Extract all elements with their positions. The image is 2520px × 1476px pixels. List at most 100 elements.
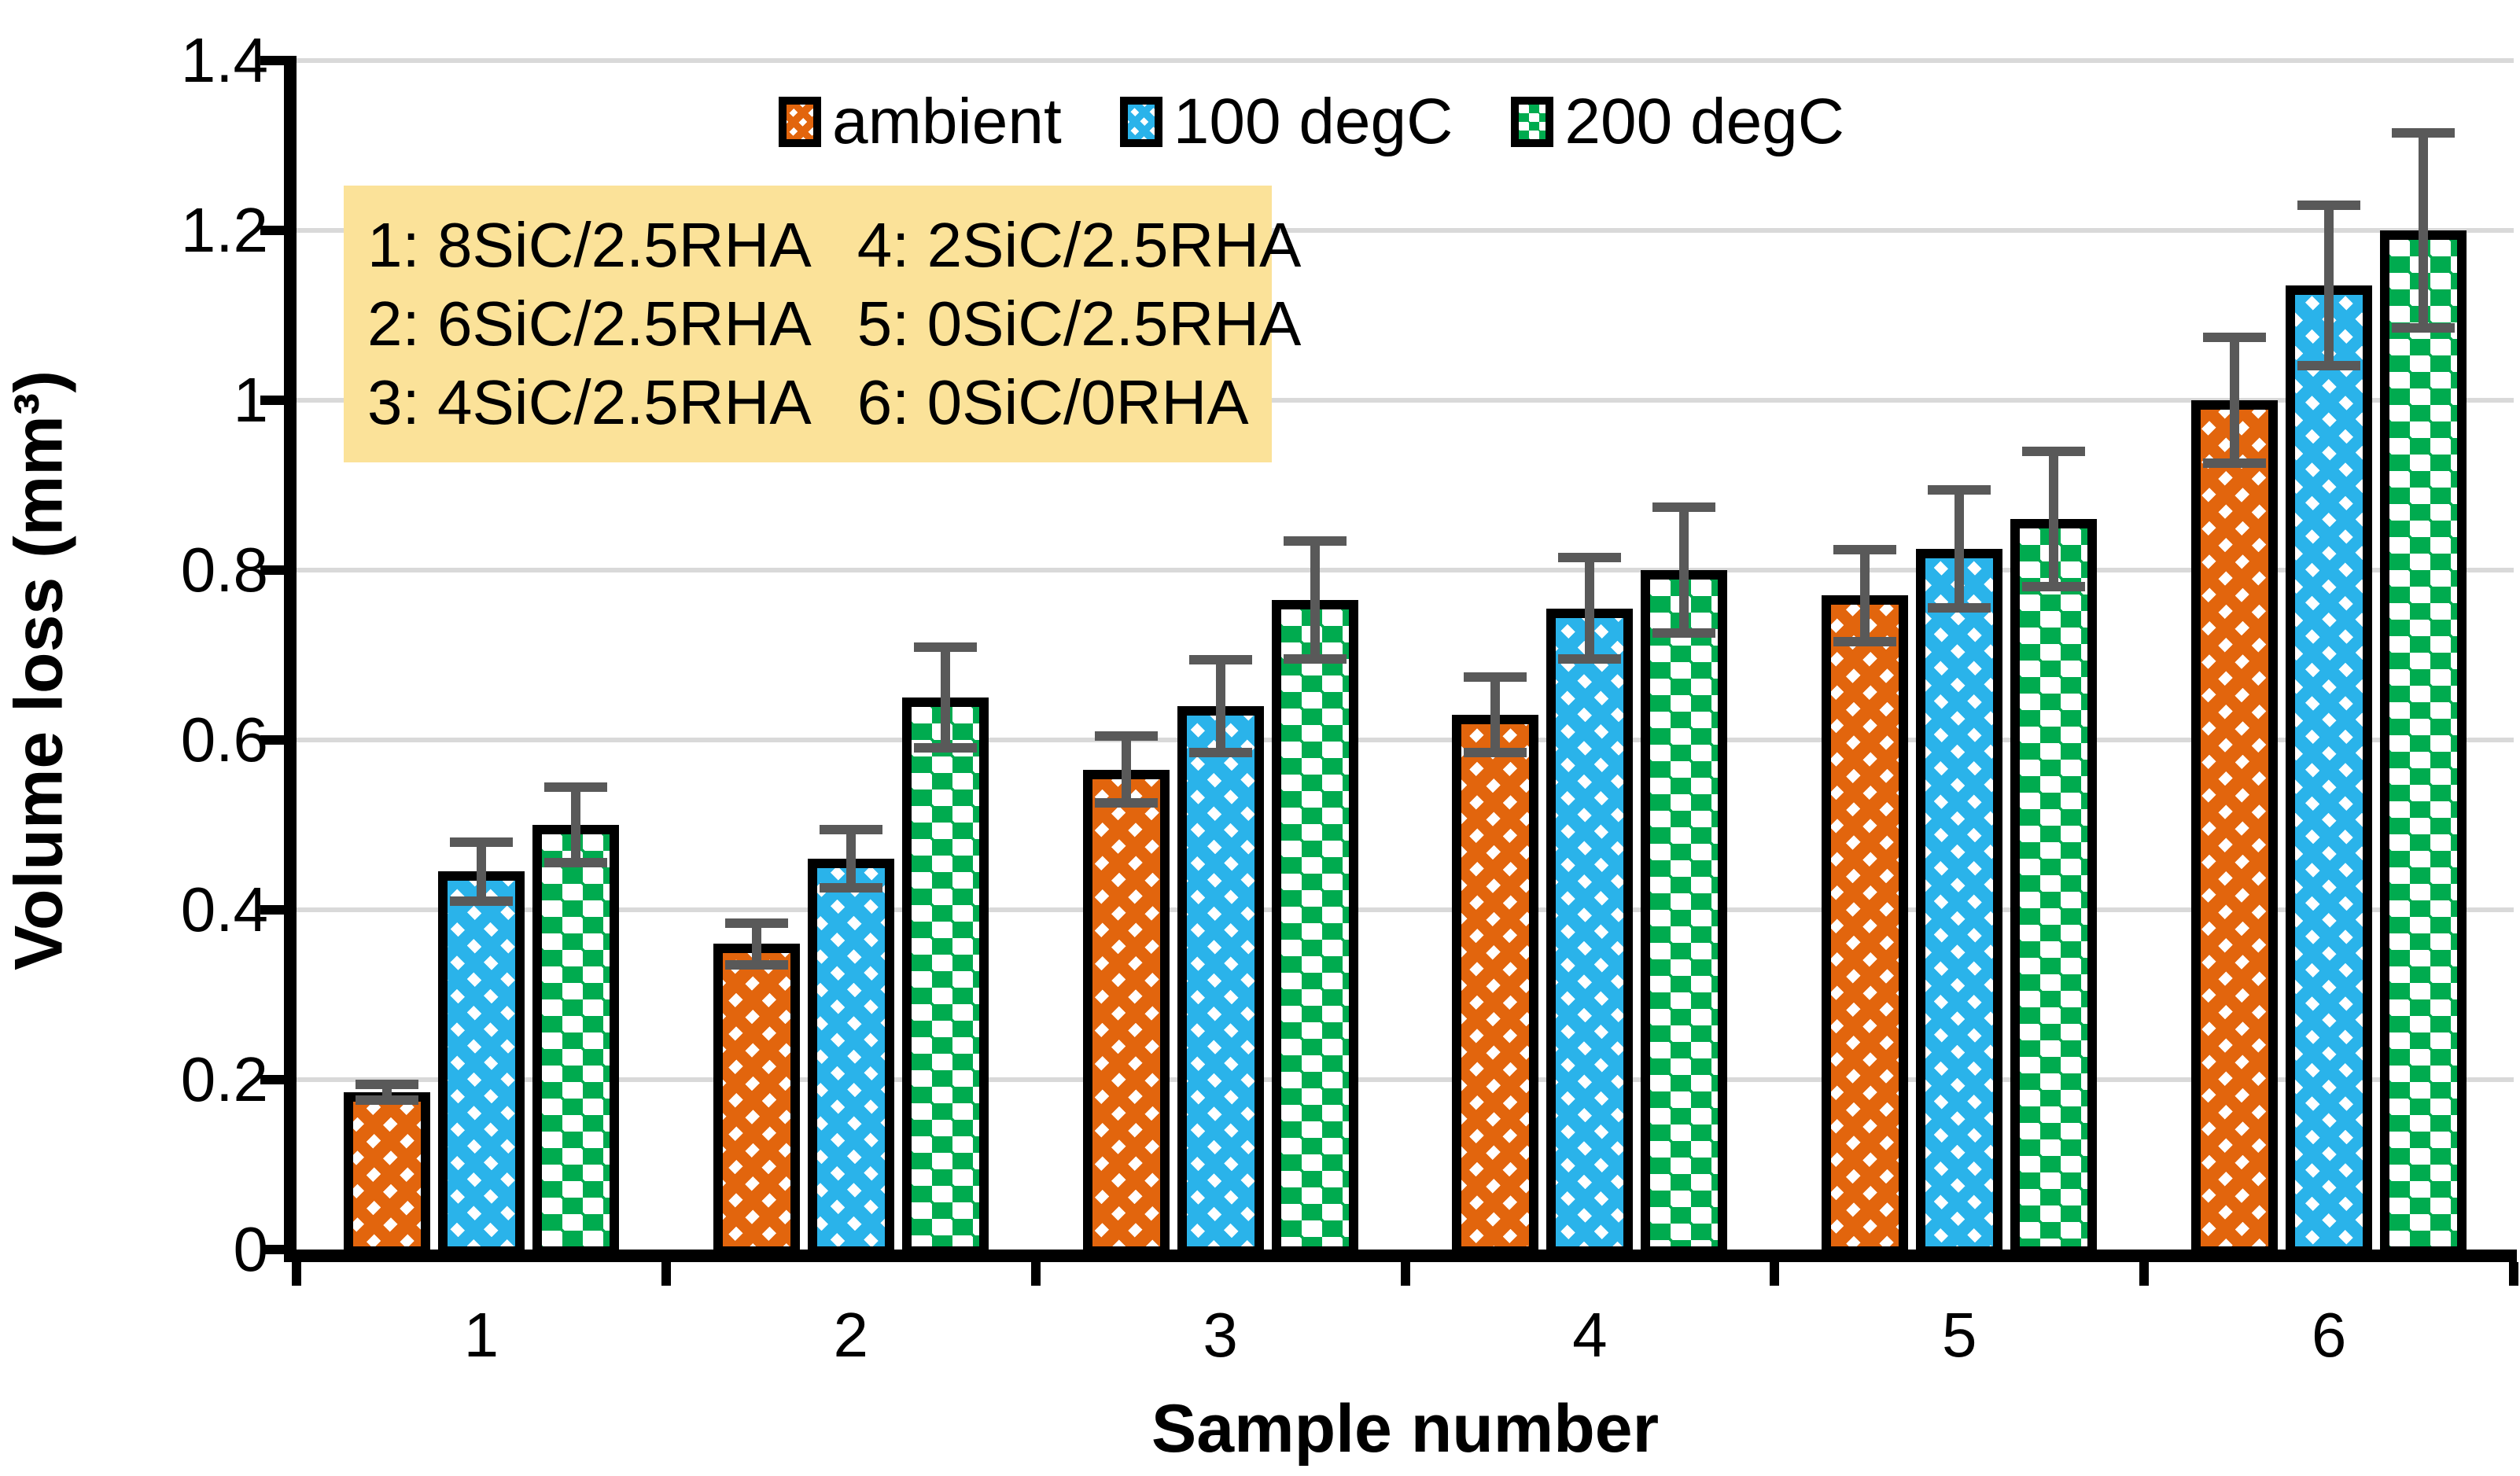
error-bar-part [2297, 201, 2361, 211]
error-bar-part [1464, 672, 1527, 682]
bar-100-degC-sample-6 [2286, 285, 2373, 1256]
error-bar-part [2297, 361, 2361, 371]
legend-swatch-diagonal-down-icon [779, 97, 821, 147]
error-bar-part [724, 959, 788, 970]
y-axis-tick-0.6 [260, 735, 284, 745]
bar-200-degC-sample-5 [2010, 519, 2098, 1256]
legend-item-ambient: ambient [779, 85, 1062, 159]
y-tick-label-0: 0 [233, 1214, 269, 1284]
y-axis-line [284, 56, 297, 1254]
error-bar-part [846, 825, 856, 893]
error-bar-ambient-sample-1 [352, 1080, 422, 1106]
sample-key-entry: 6: 0SiC/0RHA [857, 367, 1249, 437]
error-bar-200-degC-sample-6 [2389, 128, 2458, 333]
legend-label: 100 degC [1173, 86, 1453, 157]
y-tick-label-1: 1 [233, 365, 269, 435]
error-bar-part [1652, 502, 1716, 512]
error-bar-part [1215, 655, 1225, 757]
sample-key-entry: 4: 2SiC/2.5RHA [857, 210, 1302, 280]
error-bar-200-degC-sample-3 [1280, 536, 1350, 664]
error-bar-part [1490, 672, 1501, 757]
bar-200-degC-sample-4 [1641, 570, 1728, 1256]
y-axis-tick-0.2 [260, 1075, 284, 1084]
bar-ambient-sample-4 [1452, 714, 1539, 1256]
error-bar-part [1094, 731, 1158, 742]
error-bar-ambient-sample-2 [722, 918, 791, 970]
legend-item-100-degC: 100 degC [1119, 85, 1453, 159]
error-bar-100-degC-sample-6 [2294, 201, 2363, 371]
legend-swatch-checker-icon [1511, 97, 1554, 147]
x-axis-tick-4 [1770, 1262, 1780, 1286]
gridline-0.8 [297, 568, 2514, 572]
error-bar-part [751, 918, 761, 970]
sample-key-column-1: 1: 8SiC/2.5RHA 2: 6SiC/2.5RHA 3: 4SiC/2.… [367, 206, 812, 462]
gridline-0.2 [297, 1077, 2514, 1082]
error-bar-part [1833, 544, 1897, 554]
error-bar-part [913, 642, 977, 652]
bar-200-degC-sample-2 [901, 698, 989, 1256]
error-bar-part [2419, 128, 2429, 333]
error-bar-part [2230, 332, 2240, 469]
error-bar-100-degC-sample-5 [1925, 485, 1994, 613]
x-axis-tick-3 [1400, 1262, 1410, 1286]
x-axis-line [284, 1250, 2517, 1262]
error-bar-100-degC-sample-3 [1186, 655, 1255, 757]
error-bar-part [940, 642, 950, 753]
sample-key-entry: 3: 4SiC/2.5RHA [367, 367, 812, 437]
legend-swatch-diagonal-up-icon [1119, 97, 1162, 147]
error-bar-100-degC-sample-4 [1555, 553, 1624, 664]
error-bar-part [1188, 747, 1252, 757]
bar-100-degC-sample-5 [1916, 549, 2003, 1256]
x-axis-title: Sample number [1151, 1391, 1660, 1467]
error-bar-part [1558, 653, 1622, 664]
x-axis-tick-1 [661, 1262, 671, 1286]
error-bar-100-degC-sample-2 [816, 825, 886, 893]
y-axis-tick-0 [260, 1245, 284, 1254]
sample-key-column-2: 4: 2SiC/2.5RHA 5: 0SiC/2.5RHA 6: 0SiC/0R… [857, 206, 1302, 462]
error-bar-part [543, 782, 607, 792]
error-bar-part [1121, 731, 1131, 808]
bar-100-degC-sample-3 [1177, 705, 1264, 1256]
legend-item-200-degC: 200 degC [1511, 85, 1844, 159]
bar-ambient-sample-2 [713, 944, 800, 1256]
y-axis-tick-1 [260, 396, 284, 405]
error-bar-part [1928, 603, 1991, 613]
bar-100-degC-sample-2 [807, 859, 894, 1256]
x-tick-label-2: 2 [833, 1300, 869, 1370]
error-bar-part [570, 782, 580, 867]
error-bar-part [449, 896, 513, 906]
error-bar-part [1954, 485, 1965, 613]
error-bar-part [2203, 332, 2267, 342]
legend-label: 200 degC [1564, 86, 1845, 157]
y-tick-label-0.2: 0.2 [180, 1044, 268, 1114]
x-axis-tick-6 [2509, 1262, 2518, 1286]
error-bar-part [1928, 485, 1991, 495]
plot-area [297, 58, 2514, 1256]
error-bar-200-degC-sample-2 [911, 642, 980, 753]
bar-ambient-sample-1 [343, 1092, 430, 1256]
bar-200-degC-sample-1 [532, 825, 619, 1256]
x-tick-label-1: 1 [463, 1300, 499, 1370]
error-bar-part [2392, 128, 2456, 138]
bar-100-degC-sample-4 [1546, 608, 1634, 1256]
x-axis-tick-0 [292, 1262, 301, 1286]
error-bar-part [1679, 502, 1689, 639]
gridline-1.4 [297, 58, 2514, 63]
y-tick-label-0.4: 0.4 [180, 874, 268, 944]
error-bar-part [355, 1080, 418, 1089]
gridline-0.6 [297, 738, 2514, 742]
x-axis-tick-5 [2139, 1262, 2150, 1286]
error-bar-part [543, 858, 607, 867]
error-bar-part [819, 825, 882, 834]
error-bar-part [1283, 536, 1347, 546]
error-bar-part [449, 837, 513, 848]
sample-key-entry: 2: 6SiC/2.5RHA [367, 289, 812, 359]
legend: ambient 100 degC 200 degC [779, 85, 1844, 159]
error-bar-ambient-sample-5 [1830, 544, 1899, 647]
y-axis-tick-0.4 [260, 905, 284, 915]
error-bar-200-degC-sample-4 [1649, 502, 1719, 639]
x-tick-label-5: 5 [1942, 1300, 1977, 1370]
error-bar-part [1283, 653, 1347, 664]
error-bar-part [476, 837, 486, 906]
error-bar-200-degC-sample-1 [541, 782, 610, 867]
